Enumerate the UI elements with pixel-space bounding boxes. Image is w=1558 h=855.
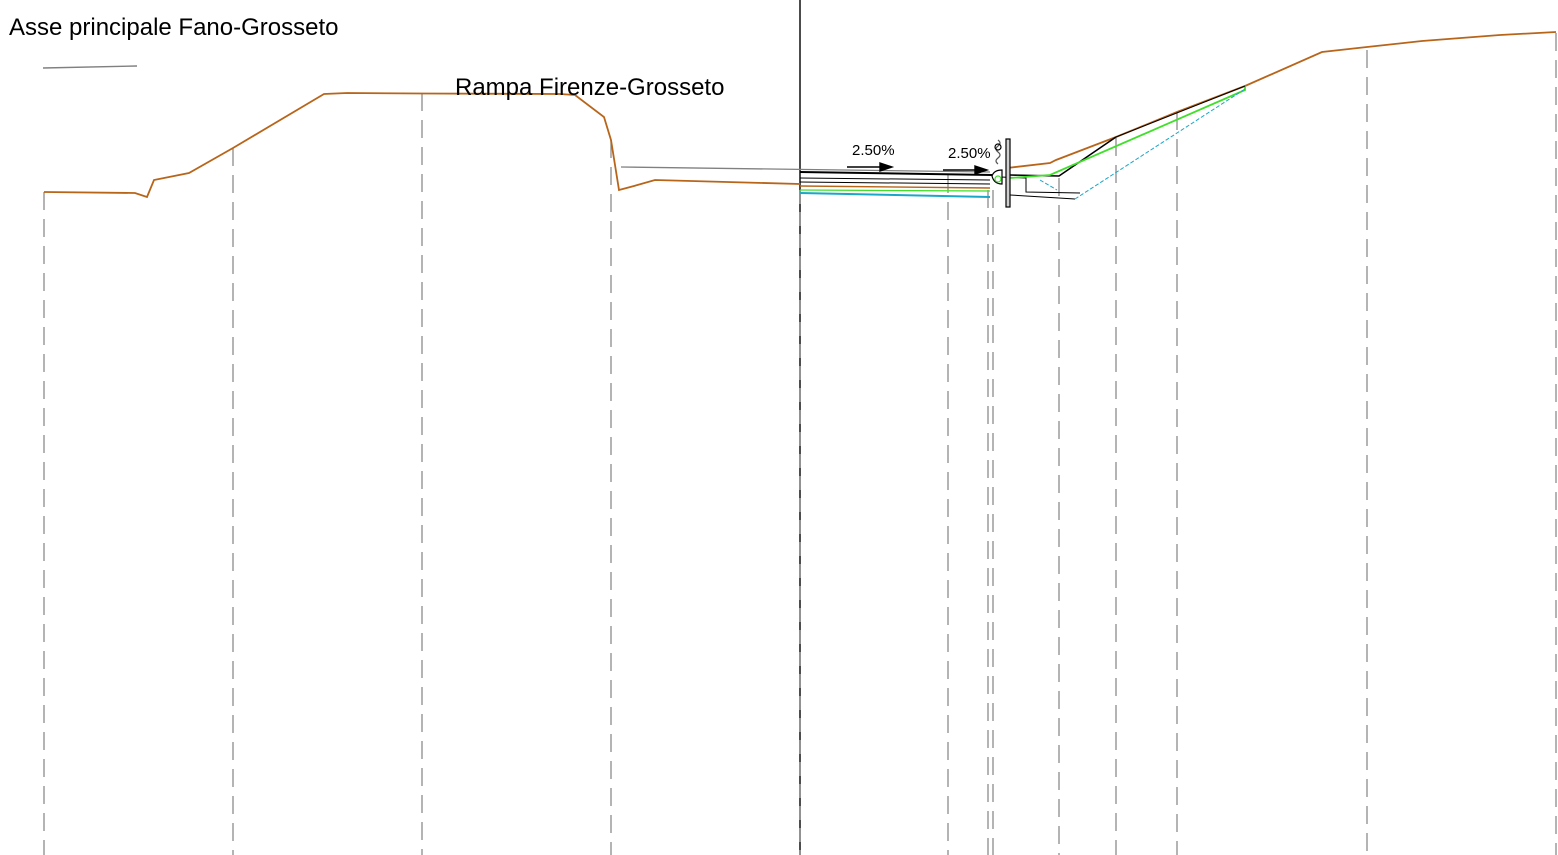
legend-line	[42, 65, 138, 69]
station-lines	[43, 33, 1557, 855]
guardrail-icon	[991, 138, 1011, 208]
ramp-reference-line	[620, 166, 991, 173]
slope-arrows	[847, 162, 990, 175]
slope-label-right: 2.50%	[948, 145, 991, 162]
terrain-profile-right	[1006, 31, 1557, 169]
slope-label-left: 2.50%	[852, 142, 895, 159]
main-axis-label: Asse principale Fano-Grosseto	[9, 14, 339, 41]
embankment-lines	[1009, 85, 1246, 200]
ramp-label: Rampa Firenze-Grosseto	[455, 74, 725, 101]
terrain-profile	[43, 92, 801, 199]
